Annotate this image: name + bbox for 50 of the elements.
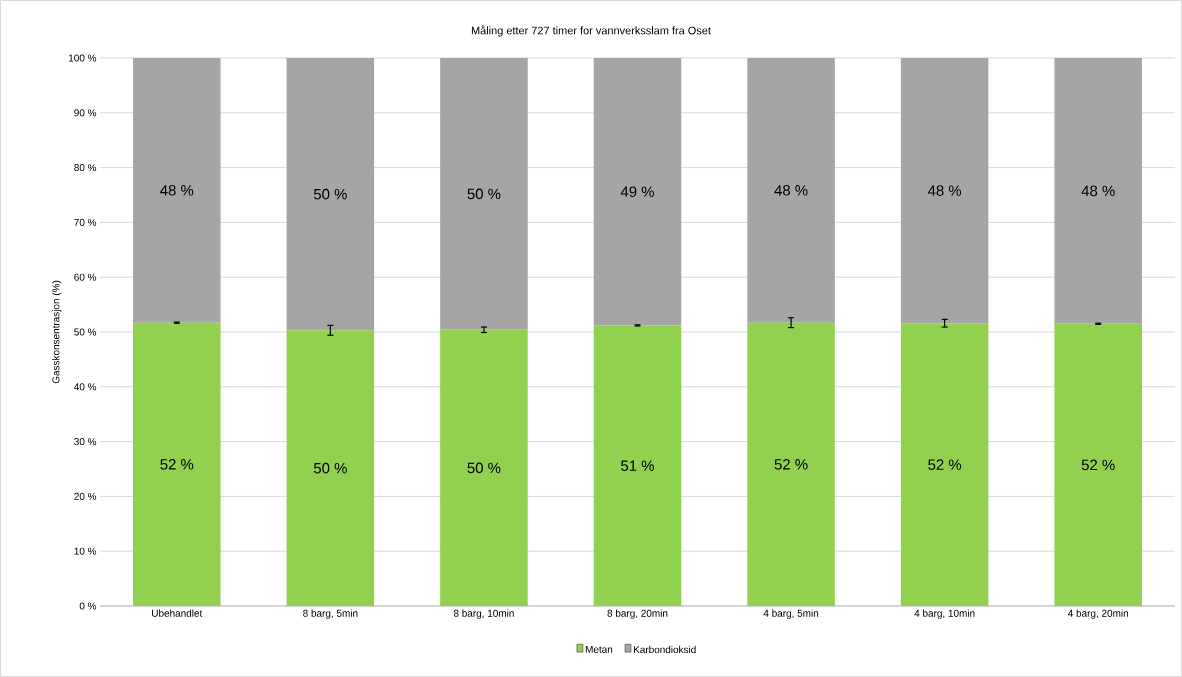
y-tick-label: 30 % [74,438,97,446]
bar [286,57,375,331]
y-tick-label: 20 % [74,492,97,500]
bar [286,330,375,606]
y-tick-label: 100 % [69,54,97,62]
legend-label: Metan [585,645,613,653]
bar [1054,57,1142,324]
chart-title: Måling etter 727 timer for vannverksslam fra Oset [471,25,711,37]
bar [747,57,835,323]
legend-label: Karbondioksid [633,645,696,654]
x-tick-label: 8 barg, 10min [453,609,514,619]
bar [133,322,221,606]
y-tick-label: 0 % [79,602,97,610]
bar [440,57,528,330]
data-label: 49 % [620,186,654,197]
data-label: 52 % [928,459,962,470]
data-label: 51 % [621,460,654,471]
data-label: 50 % [313,462,347,474]
x-tick-label: Ubehandlet [152,609,203,617]
y-tick-label: 70 % [74,218,97,226]
data-label: 50 % [313,188,347,200]
data-label: 48 % [160,185,194,196]
data-label: 52 % [1081,459,1115,471]
y-tick-label: 50 % [74,328,97,336]
bar [133,57,221,323]
x-tick-label: 4 barg, 5min [763,609,819,619]
data-label: 50 % [467,462,501,474]
x-tick-label: 4 barg, 20min [1067,609,1128,619]
bar [747,322,835,606]
bar [900,323,989,606]
y-tick-label: 60 % [74,273,97,281]
data-label: 48 % [1081,185,1115,197]
x-tick-label: 4 barg, 10min [914,609,975,619]
bar [593,325,682,606]
bar [440,329,528,606]
x-tick-label: 8 barg, 20min [607,609,668,619]
data-label: 52 % [774,459,808,470]
y-tick-label: 80 % [74,164,97,172]
data-label: 48 % [774,185,808,196]
x-tick-label: 8 barg, 5min [303,609,358,619]
data-label: 48 % [927,185,962,196]
y-tick-label: 40 % [74,383,97,391]
bar [593,57,682,326]
y-axis-title: Gasskonsentrasjon (%) [52,280,62,384]
data-label: 52 % [160,459,194,470]
y-tick-label: 90 % [74,109,97,117]
bar [900,57,989,324]
y-tick-label: 10 % [74,547,97,555]
bar [1054,323,1142,606]
data-label: 50 % [467,188,501,200]
